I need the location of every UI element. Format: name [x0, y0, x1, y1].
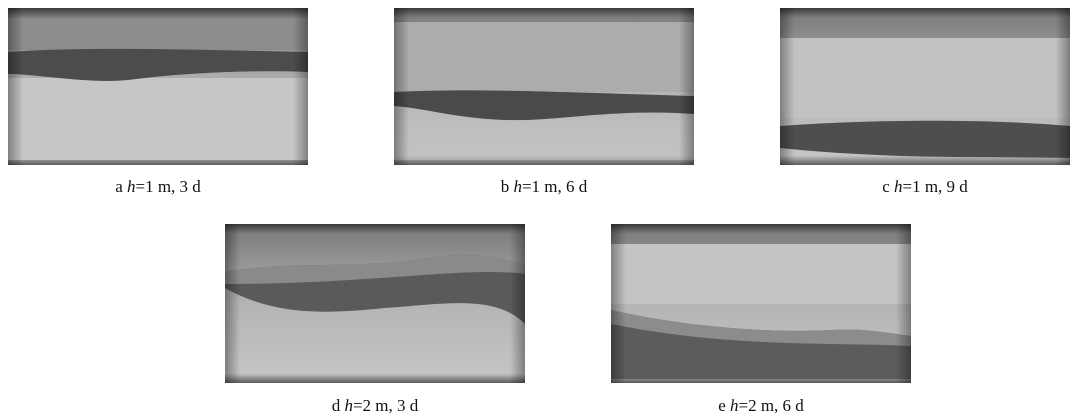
caption-part: h — [894, 177, 903, 196]
caption-part: a — [115, 177, 123, 196]
caption-part: b — [501, 177, 510, 196]
caption-part: c — [882, 177, 890, 196]
caption-part: h — [344, 396, 353, 415]
caption-part: d — [332, 396, 341, 415]
caption: d h=2 m, 3 d — [332, 396, 419, 415]
caption: c h=1 m, 9 d — [882, 177, 968, 196]
caption-part: =1 m, 3 d — [135, 177, 201, 196]
caption-part: =2 m, 6 d — [738, 396, 804, 415]
photo-d — [225, 224, 525, 383]
caption: b h=1 m, 6 d — [501, 177, 588, 196]
caption-part: h — [513, 177, 522, 196]
photo-e — [611, 224, 911, 383]
caption-part: h — [127, 177, 136, 196]
photo-a — [8, 8, 308, 165]
caption: a h=1 m, 3 d — [115, 177, 201, 196]
caption-part: =1 m, 6 d — [522, 177, 588, 196]
photo-b — [394, 8, 694, 165]
photo-c — [780, 8, 1070, 165]
caption-part: =2 m, 3 d — [353, 396, 419, 415]
caption-part: e — [718, 396, 726, 415]
caption-part: =1 m, 9 d — [902, 177, 968, 196]
caption: e h=2 m, 6 d — [718, 396, 804, 415]
caption-part: h — [730, 396, 739, 415]
